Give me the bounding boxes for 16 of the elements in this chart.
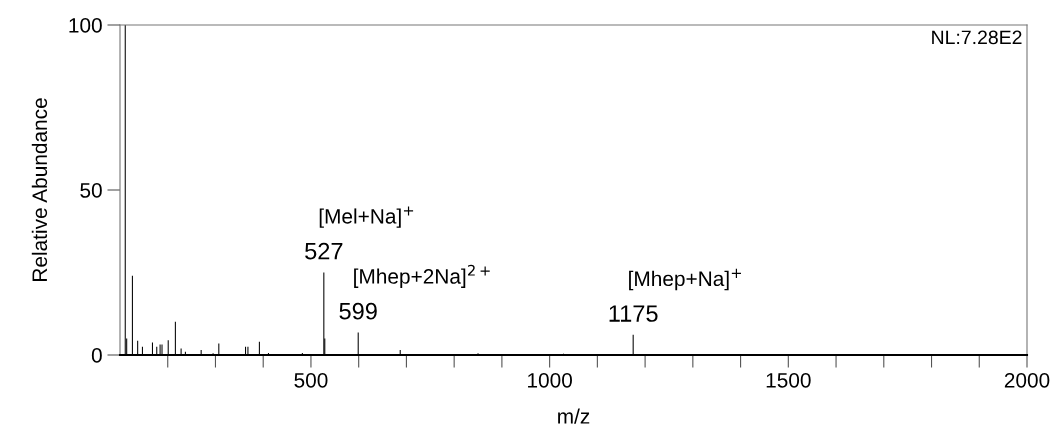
annotation: [Mel+Na]$^{+}$ — [319, 206, 414, 228]
x-tick-label: 1500 — [766, 372, 811, 388]
x-tick-label: 2000 — [1004, 372, 1050, 388]
annotation: [Mhep+2Na]$^{2+}$ — [354, 264, 490, 288]
y-tick-label: 100 — [69, 18, 102, 33]
x-tick-label: 1000 — [528, 372, 572, 388]
y-tick-label: 0 — [91, 348, 102, 363]
annotation: NL:7.28E2 — [932, 30, 1022, 45]
y-axis-title: Relative Abundance — [31, 98, 48, 281]
annotation: 599 — [339, 302, 377, 320]
annotation: [Mhep+Na]$^{+}$ — [629, 268, 741, 291]
x-axis-title: m/z — [558, 408, 590, 424]
y-tick-label: 50 — [80, 183, 102, 198]
annotation: 1175 — [609, 305, 658, 322]
x-tick-label: 500 — [294, 372, 328, 388]
annotation: 527 — [305, 242, 343, 260]
